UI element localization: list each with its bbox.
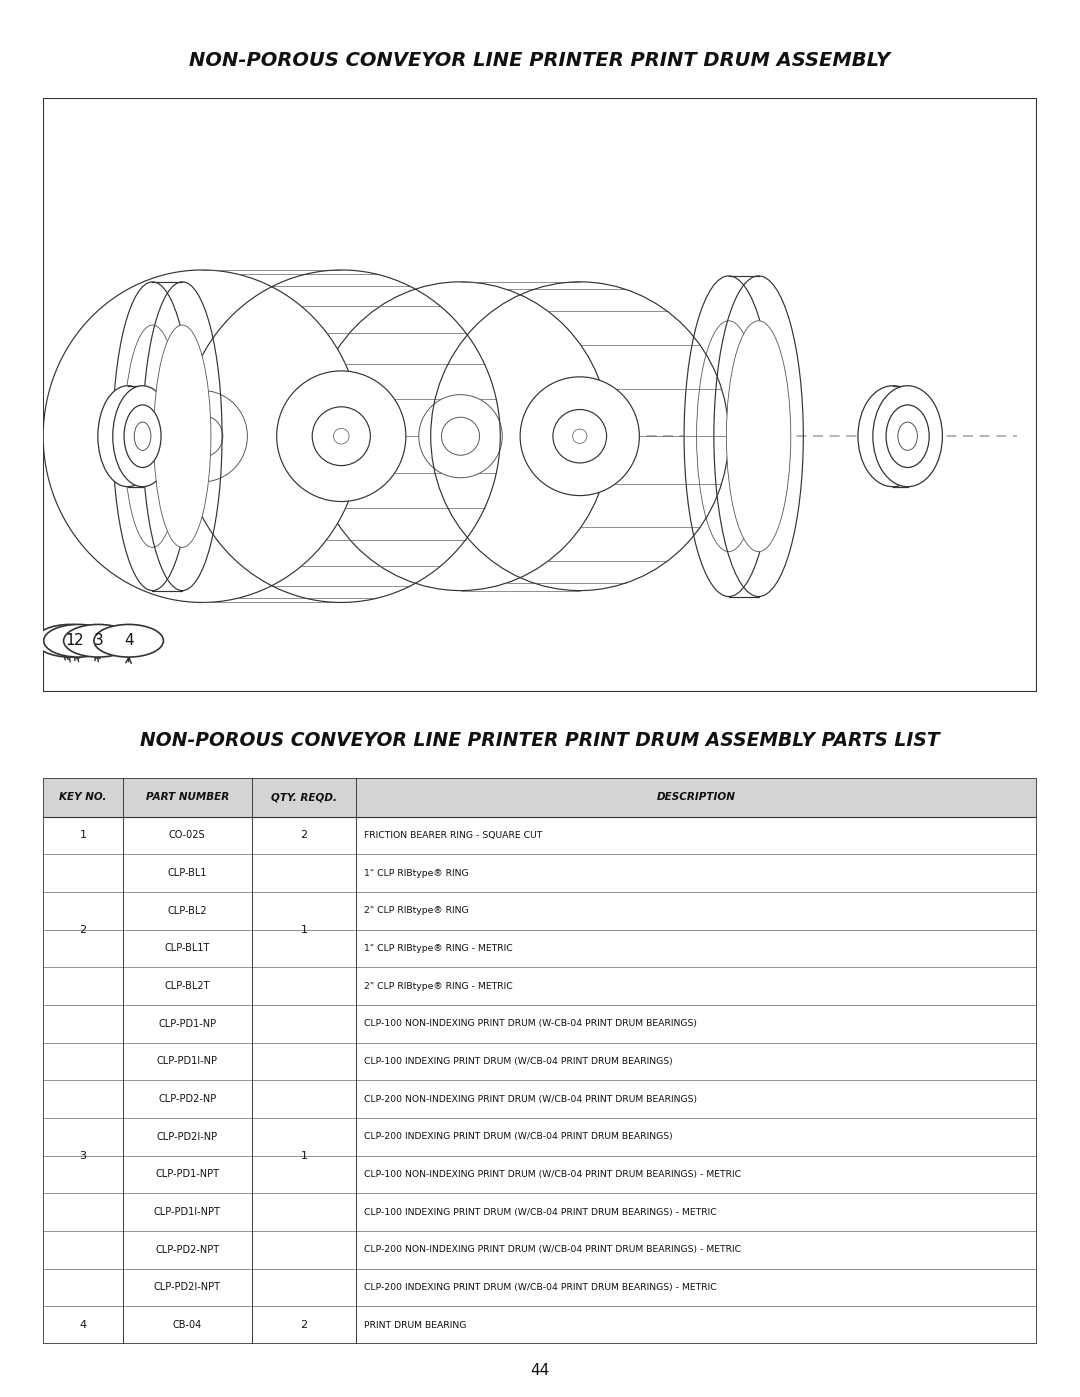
Text: 2: 2: [300, 830, 308, 841]
Ellipse shape: [684, 277, 773, 597]
Ellipse shape: [276, 372, 406, 502]
Text: NON-POROUS CONVEYOR LINE PRINTER PRINT DRUM ASSEMBLY: NON-POROUS CONVEYOR LINE PRINTER PRINT D…: [189, 50, 891, 70]
Text: CLP-200 INDEXING PRINT DRUM (W/CB-04 PRINT DRUM BEARINGS) - METRIC: CLP-200 INDEXING PRINT DRUM (W/CB-04 PRI…: [364, 1282, 717, 1292]
Ellipse shape: [153, 326, 211, 548]
Text: 2: 2: [73, 633, 83, 648]
Ellipse shape: [157, 391, 247, 482]
Ellipse shape: [442, 418, 480, 455]
Ellipse shape: [553, 409, 607, 462]
Ellipse shape: [858, 386, 928, 486]
Text: FRICTION BEARER RING - SQUARE CUT: FRICTION BEARER RING - SQUARE CUT: [364, 831, 542, 840]
Text: CLP-PD2-NPT: CLP-PD2-NPT: [156, 1245, 219, 1255]
Text: 4: 4: [124, 633, 134, 648]
Text: 44: 44: [530, 1363, 550, 1377]
Text: 3: 3: [80, 1151, 86, 1161]
Ellipse shape: [43, 270, 361, 602]
Ellipse shape: [112, 386, 173, 486]
Text: 1: 1: [300, 1151, 308, 1161]
Text: CLP-BL1: CLP-BL1: [167, 868, 207, 879]
Text: CLP-PD2I-NPT: CLP-PD2I-NPT: [153, 1282, 220, 1292]
Ellipse shape: [181, 415, 222, 457]
Text: CO-02S: CO-02S: [168, 830, 205, 841]
Ellipse shape: [112, 282, 192, 591]
Text: CLP-BL2: CLP-BL2: [167, 905, 207, 916]
Ellipse shape: [36, 624, 105, 657]
Text: CLP-100 NON-INDEXING PRINT DRUM (W/CB-04 PRINT DRUM BEARINGS) - METRIC: CLP-100 NON-INDEXING PRINT DRUM (W/CB-04…: [364, 1169, 741, 1179]
Text: CLP-200 NON-INDEXING PRINT DRUM (W/CB-04 PRINT DRUM BEARINGS): CLP-200 NON-INDEXING PRINT DRUM (W/CB-04…: [364, 1095, 697, 1104]
Ellipse shape: [312, 407, 370, 465]
Text: KEY NO.: KEY NO.: [59, 792, 107, 802]
Text: 2: 2: [80, 925, 86, 935]
Ellipse shape: [94, 624, 163, 657]
Ellipse shape: [419, 395, 502, 478]
Text: 1: 1: [80, 830, 86, 841]
Ellipse shape: [124, 326, 181, 548]
Ellipse shape: [572, 429, 586, 443]
Text: 3: 3: [94, 633, 104, 648]
Text: CLP-PD1-NPT: CLP-PD1-NPT: [156, 1169, 219, 1179]
Ellipse shape: [311, 282, 609, 591]
Text: 1: 1: [65, 633, 75, 648]
Text: CLP-PD2-NP: CLP-PD2-NP: [158, 1094, 216, 1104]
Text: CLP-PD1I-NP: CLP-PD1I-NP: [157, 1056, 218, 1066]
Ellipse shape: [897, 422, 917, 450]
Ellipse shape: [124, 405, 161, 468]
Text: 4: 4: [80, 1320, 86, 1330]
Text: NON-POROUS CONVEYOR LINE PRINTER PRINT DRUM ASSEMBLY PARTS LIST: NON-POROUS CONVEYOR LINE PRINTER PRINT D…: [140, 731, 940, 750]
Text: 2" CLP RIBtype® RING - METRIC: 2" CLP RIBtype® RING - METRIC: [364, 982, 513, 990]
Text: CLP-PD2I-NP: CLP-PD2I-NP: [157, 1132, 218, 1141]
Ellipse shape: [43, 624, 113, 657]
Ellipse shape: [334, 429, 349, 444]
Text: 1: 1: [300, 925, 308, 935]
Ellipse shape: [134, 422, 151, 450]
Text: CLP-100 INDEXING PRINT DRUM (W/CB-04 PRINT DRUM BEARINGS): CLP-100 INDEXING PRINT DRUM (W/CB-04 PRI…: [364, 1058, 673, 1066]
Ellipse shape: [521, 377, 639, 496]
Text: QTY. REQD.: QTY. REQD.: [271, 792, 337, 802]
Ellipse shape: [64, 624, 133, 657]
Text: CLP-BL2T: CLP-BL2T: [164, 981, 210, 990]
Text: 1" CLP RIBtype® RING: 1" CLP RIBtype® RING: [364, 869, 469, 877]
Ellipse shape: [98, 386, 158, 486]
Ellipse shape: [697, 321, 761, 552]
Text: 2: 2: [300, 1320, 308, 1330]
Ellipse shape: [873, 386, 943, 486]
Text: PRINT DRUM BEARING: PRINT DRUM BEARING: [364, 1320, 467, 1330]
Text: CLP-PD1I-NPT: CLP-PD1I-NPT: [153, 1207, 220, 1217]
Text: CLP-100 INDEXING PRINT DRUM (W/CB-04 PRINT DRUM BEARINGS) - METRIC: CLP-100 INDEXING PRINT DRUM (W/CB-04 PRI…: [364, 1207, 717, 1217]
Text: CLP-100 NON-INDEXING PRINT DRUM (W-CB-04 PRINT DRUM BEARINGS): CLP-100 NON-INDEXING PRINT DRUM (W-CB-04…: [364, 1020, 697, 1028]
Text: CLP-200 NON-INDEXING PRINT DRUM (W/CB-04 PRINT DRUM BEARINGS) - METRIC: CLP-200 NON-INDEXING PRINT DRUM (W/CB-04…: [364, 1245, 741, 1255]
Text: CLP-BL1T: CLP-BL1T: [164, 943, 210, 953]
Bar: [43, 778, 1037, 817]
Text: CB-04: CB-04: [173, 1320, 202, 1330]
Ellipse shape: [886, 405, 929, 468]
Text: 1" CLP RIBtype® RING - METRIC: 1" CLP RIBtype® RING - METRIC: [364, 944, 513, 953]
Text: CLP-PD1-NP: CLP-PD1-NP: [158, 1018, 216, 1028]
Text: DESCRIPTION: DESCRIPTION: [657, 792, 735, 802]
Text: PART NUMBER: PART NUMBER: [146, 792, 229, 802]
Text: CLP-200 INDEXING PRINT DRUM (W/CB-04 PRINT DRUM BEARINGS): CLP-200 INDEXING PRINT DRUM (W/CB-04 PRI…: [364, 1132, 673, 1141]
Ellipse shape: [727, 321, 791, 552]
Text: 2" CLP RIBtype® RING: 2" CLP RIBtype® RING: [364, 907, 469, 915]
